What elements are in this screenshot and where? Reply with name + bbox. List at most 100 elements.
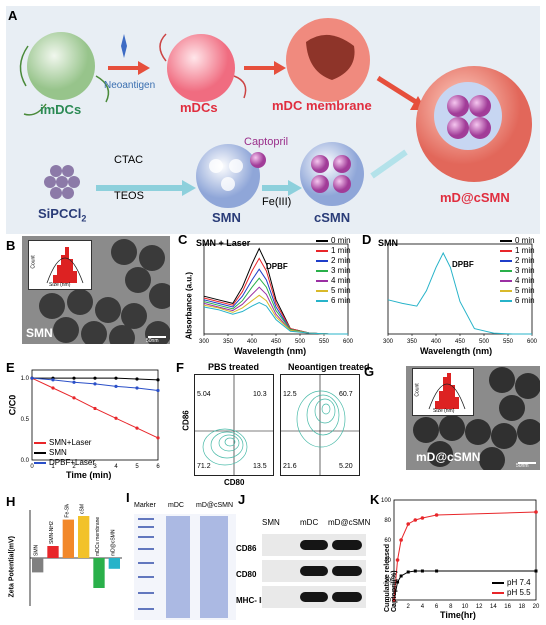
bar-label: SMN-NH2 [49, 521, 55, 544]
panel-c-ylabel: Absorbance (a.u.) [184, 271, 194, 340]
product-label: mD@cSMN [440, 190, 510, 205]
legend-swatch [492, 592, 504, 594]
x-tick-label: 3 [93, 464, 97, 470]
data-point [434, 513, 439, 517]
data-point [435, 569, 439, 573]
legend-swatch [316, 250, 328, 252]
inset-x-label: Size (nm) [49, 282, 71, 288]
x-tick-label: 4 [421, 604, 425, 610]
data-point [534, 510, 538, 514]
legend-entry: pH 5.5 [492, 588, 531, 598]
legend-label: 1 min [515, 246, 535, 255]
data-point [93, 376, 97, 380]
western-blot-cd80 [262, 560, 366, 582]
smn-label: SMN [212, 210, 241, 225]
panel-d-probe: DPBF [452, 260, 474, 269]
panel-d-legend: 0 min 1 min 2 min 3 min 4 min 5 min 6 min [500, 236, 535, 306]
panel-a-label: A [8, 8, 18, 23]
x-tick-label: 8 [449, 604, 453, 610]
data-point [395, 558, 400, 562]
legend-swatch [316, 240, 328, 242]
legend-entry: DPBF+Laser [34, 458, 95, 468]
inset-y-label: Count [30, 255, 37, 269]
data-point [413, 569, 417, 573]
md-csmn-particle [416, 66, 532, 182]
legend-label: DPBF+Laser [49, 458, 96, 467]
legend-label: SMN [49, 448, 67, 457]
legend-label: 4 min [515, 276, 535, 285]
data-point [534, 569, 538, 573]
band [300, 592, 328, 602]
legend-entry: 2 min [316, 256, 351, 266]
x-tick-label: 0 [30, 464, 34, 470]
y-tick-label: 40 [384, 558, 391, 564]
panel-h-ylabel: Zeta Potential(mV) [8, 536, 16, 598]
legend-entry: 4 min [316, 276, 351, 286]
lane-label-marker: Marker [134, 502, 156, 509]
panel-f-xlabel: CD80 [224, 478, 245, 487]
panel-c-title: SMN + Laser [196, 238, 251, 248]
legend-swatch [316, 260, 328, 262]
quadrant-ul: 12.5 [283, 391, 297, 398]
smn-particle [196, 144, 260, 208]
legend-swatch [500, 250, 512, 252]
x-tick-label: 18 [518, 604, 525, 610]
panel-f-left-title: PBS treated [208, 362, 260, 372]
data-point [135, 377, 139, 381]
legend-swatch [316, 270, 328, 272]
x-tick-label: 300 [199, 339, 210, 345]
panel-h-label: H [6, 494, 16, 509]
legend-swatch [316, 280, 328, 282]
tem-particles [39, 239, 170, 344]
data-point [156, 378, 160, 382]
data-point [420, 569, 424, 573]
x-tick-label: 600 [527, 339, 538, 345]
panel-d-xlabel: Wavelength (nm) [420, 346, 493, 356]
panel-a-drawing [19, 18, 532, 208]
legend-label: 6 min [515, 296, 535, 305]
bar-label: SMN [34, 545, 40, 557]
data-point [399, 574, 403, 578]
data-point [413, 518, 418, 522]
legend-swatch [500, 280, 512, 282]
legend-label: pH 5.5 [507, 588, 531, 597]
data-point [72, 376, 76, 380]
bar [47, 546, 59, 558]
legend-swatch [316, 300, 328, 302]
flow-plot-pbs: 5.04 10.3 71.2 13.5 [194, 374, 274, 476]
col-label-md-csmn: mD@cSMN [328, 518, 371, 527]
imdcs-label: imDCs [40, 102, 82, 117]
bar [62, 519, 74, 558]
legend-label: 5 min [515, 286, 535, 295]
tem-image-md-csmn: Count Size (nm) mD@cSMN 50nm [406, 366, 540, 470]
legend-label: 3 min [515, 266, 535, 275]
arrow-head-icon [138, 61, 150, 75]
scale-bar [518, 462, 536, 464]
x-tick-label: 12 [476, 604, 483, 610]
panel-c-xlabel: Wavelength (nm) [234, 346, 307, 356]
y-tick-label: 0.5 [21, 417, 30, 423]
band [332, 540, 362, 550]
legend-entry: 6 min [316, 296, 351, 306]
x-tick-label: 1 [51, 464, 55, 470]
panel-k-xlabel: Time(hr) [440, 610, 476, 620]
x-tick-label: 14 [490, 604, 497, 610]
row-label-mhc: MHC- II [236, 596, 264, 605]
data-point [72, 396, 76, 400]
data-point [156, 388, 160, 393]
fe-label: Fe(III) [262, 196, 292, 208]
y-tick-label: 20 [384, 578, 391, 584]
csmn-label: cSMN [314, 210, 351, 225]
y-tick-label: 80 [384, 518, 391, 524]
sds-page-gel [134, 514, 236, 620]
panel-c-probe: DPBF [266, 262, 288, 271]
data-point [135, 426, 139, 430]
bar [93, 558, 105, 588]
plot-frame [393, 499, 537, 601]
tem-particles [413, 367, 540, 470]
legend-entry: 3 min [316, 266, 351, 276]
quadrant-ur: 10.3 [253, 391, 267, 398]
arrow-icon [376, 75, 418, 105]
legend-label: 0 min [331, 236, 351, 245]
tem-label: mD@cSMN [416, 450, 481, 464]
